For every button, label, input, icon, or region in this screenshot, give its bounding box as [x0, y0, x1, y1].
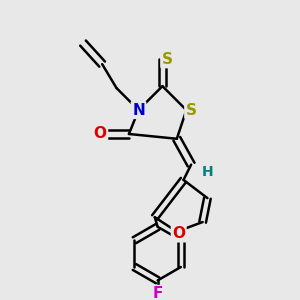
Text: H: H	[202, 165, 213, 179]
Text: N: N	[132, 103, 145, 118]
Text: O: O	[172, 226, 185, 241]
Text: O: O	[94, 127, 107, 142]
Text: S: S	[186, 103, 197, 118]
Text: F: F	[152, 286, 163, 300]
Text: S: S	[162, 52, 173, 67]
